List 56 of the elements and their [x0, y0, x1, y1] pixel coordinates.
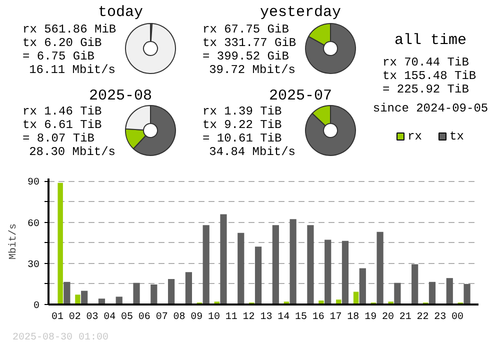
x-tick-label: 14: [278, 312, 290, 323]
x-tick-label: 08: [173, 312, 186, 323]
text: 16.11 Mbit/s: [29, 63, 116, 77]
chart-title: 2025-07: [268, 88, 332, 104]
x-tick-label: 05: [121, 312, 134, 323]
x-tick-label: 20: [382, 312, 394, 323]
x-tick-label: 22: [416, 312, 429, 323]
y-tick-label: 30: [28, 260, 40, 271]
chart-title: yesterday: [260, 4, 342, 21]
x-tick-label: 21: [399, 312, 412, 323]
x-tick-label: 10: [208, 312, 220, 323]
text: rx 70.44 TiB: [382, 56, 469, 70]
text: = 399.52 GiB: [202, 50, 289, 64]
text: = 225.92 TiB: [382, 82, 469, 96]
x-tick-label: 07: [156, 312, 168, 323]
chart-title: today: [98, 4, 144, 21]
x-tick-label: 01: [51, 312, 64, 323]
text: tx 155.48 TiB: [382, 69, 476, 83]
y-tick-label: 0: [34, 301, 40, 312]
text: 39.72 Mbit/s: [209, 63, 296, 77]
x-tick-label: 06: [138, 312, 150, 323]
x-tick-label: 16: [312, 312, 324, 323]
x-tick-label: 17: [330, 312, 342, 323]
text: 34.84 Mbit/s: [209, 145, 296, 159]
x-tick-label: 12: [242, 312, 255, 323]
x-tick-label: 09: [190, 312, 203, 323]
x-tick-label: 18: [347, 312, 360, 323]
x-tick-label: 03: [86, 312, 98, 323]
text: tx 331.77 GiB: [202, 36, 296, 50]
text: tx 6.61 TiB: [22, 118, 102, 132]
text: all time: [394, 32, 467, 49]
x-tick-label: 23: [434, 312, 446, 323]
legend-label: rx: [408, 130, 422, 144]
text: = 10.61 TiB: [202, 132, 282, 146]
text: tx 6.20 GiB: [22, 36, 102, 50]
legend-label: tx: [450, 130, 464, 144]
x-tick-label: 19: [364, 312, 377, 323]
x-tick-label: 04: [104, 312, 116, 323]
text: rx 561.86 MiB: [22, 22, 116, 36]
text: rx 1.39 TiB: [202, 104, 282, 118]
x-tick-label: 00: [452, 312, 464, 323]
text: 28.30 Mbit/s: [29, 145, 116, 159]
x-tick-label: 02: [68, 312, 81, 323]
text: rx 67.75 GiB: [202, 22, 289, 36]
y-tick-label: 60: [28, 218, 40, 230]
text: tx 9.22 TiB: [202, 118, 282, 132]
chart-title: 2025-08: [88, 88, 152, 104]
x-tick-label: 11: [225, 312, 238, 323]
text: rx 1.46 TiB: [22, 104, 102, 118]
text: = 8.07 TiB: [22, 132, 95, 146]
text: = 6.75 GiB: [22, 50, 95, 64]
y-axis-title: Mbit/s: [8, 223, 20, 260]
x-tick-label: 15: [294, 312, 307, 323]
y-tick-label: 90: [28, 178, 40, 189]
x-tick-label: 13: [260, 312, 272, 323]
text: since 2024-09-05: [372, 102, 488, 116]
